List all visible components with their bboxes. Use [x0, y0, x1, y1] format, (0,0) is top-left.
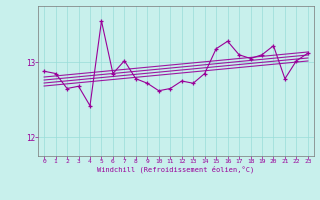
- X-axis label: Windchill (Refroidissement éolien,°C): Windchill (Refroidissement éolien,°C): [97, 166, 255, 173]
